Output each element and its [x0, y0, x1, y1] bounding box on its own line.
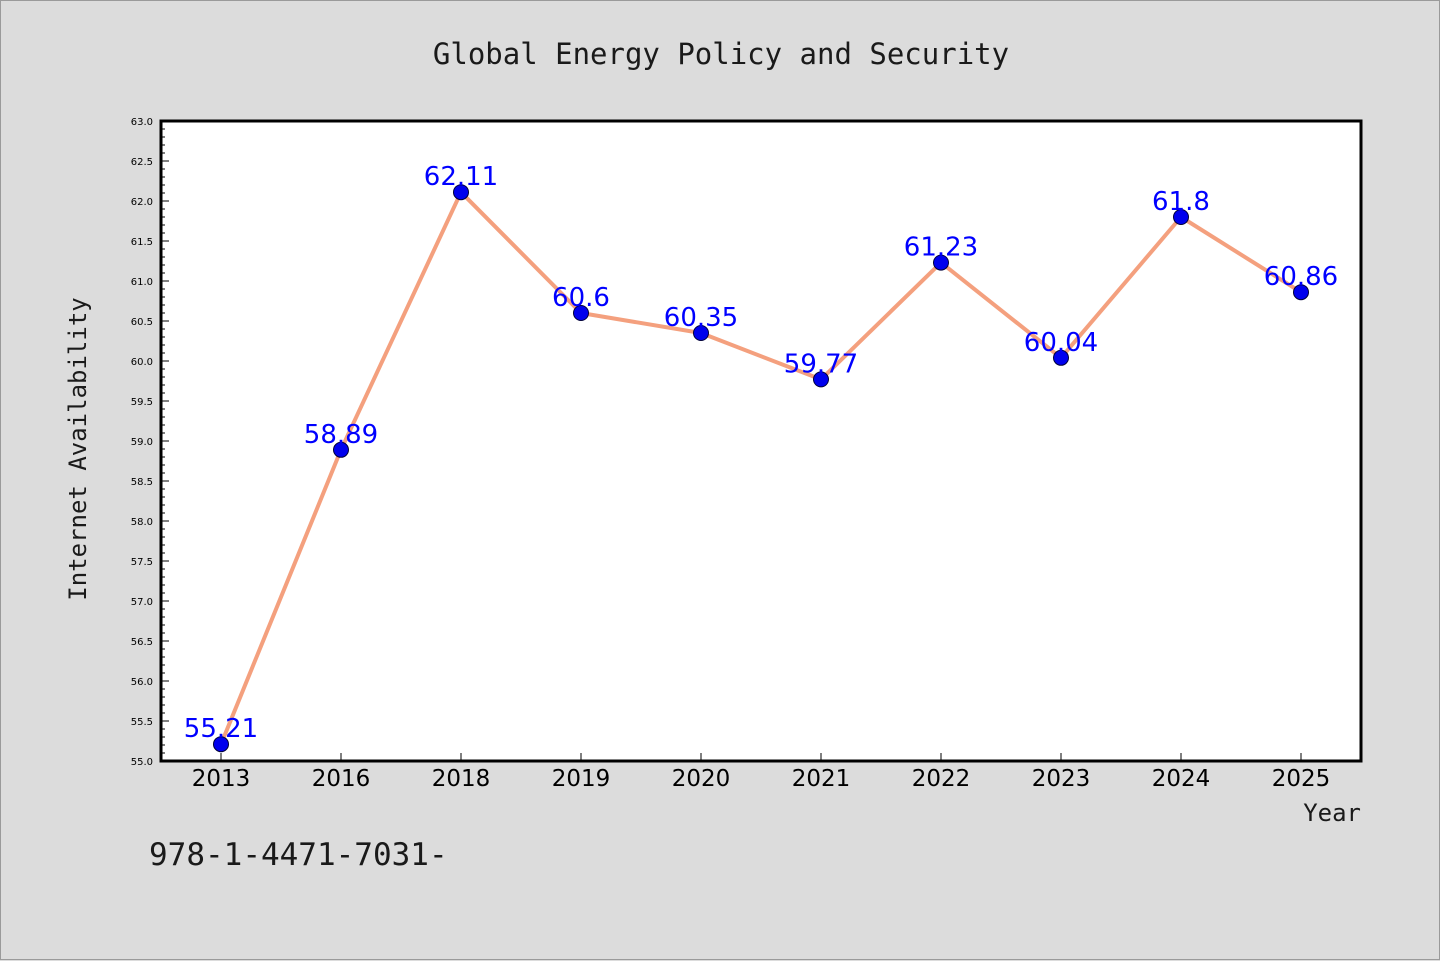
- y-tick-label: 56.0: [131, 677, 153, 688]
- data-point: [333, 441, 349, 458]
- y-tick-label: 60.0: [131, 357, 153, 368]
- data-point: [1173, 209, 1189, 225]
- y-tick-label: 61.5: [131, 237, 153, 248]
- x-tick-label: 2021: [792, 766, 851, 792]
- series-line-group: [213, 184, 1309, 753]
- y-tick-label: 57.5: [131, 557, 153, 568]
- data-label: 60.6: [552, 283, 610, 313]
- data-point: [693, 325, 709, 341]
- y-tick-label: 56.5: [131, 637, 153, 648]
- y-tick-label: 55.0: [131, 757, 153, 768]
- data-label: 58.89: [304, 420, 378, 450]
- x-axis: 2013 2016 2018 2019 2020 2021 2022 2023 2024 2025: [192, 753, 1331, 792]
- x-tick-label: 2018: [432, 766, 491, 792]
- data-label: 60.35: [664, 303, 738, 333]
- data-point: [573, 305, 589, 321]
- data-point: [1293, 284, 1309, 301]
- data-label: 62.11: [424, 162, 498, 192]
- data-point: [453, 184, 469, 201]
- plot-area: [159, 119, 1363, 763]
- x-tick-label: 2013: [192, 766, 251, 792]
- data-label: 55.21: [184, 714, 258, 744]
- data-label: 59.77: [784, 349, 858, 379]
- x-tick-label: 2019: [552, 766, 611, 792]
- data-point: [813, 371, 829, 388]
- y-tick-label: 58.0: [131, 517, 153, 528]
- x-tick-label: 2020: [672, 766, 731, 792]
- x-tick-label: 2025: [1272, 766, 1331, 792]
- data-label: 60.86: [1264, 262, 1338, 292]
- series-line: [219, 190, 1303, 745]
- x-axis-label: Year: [1303, 799, 1361, 827]
- data-point: [933, 254, 949, 271]
- y-tick-label: 60.5: [131, 317, 153, 328]
- y-tick-label: 55.5: [131, 717, 153, 728]
- data-point: [1053, 349, 1069, 366]
- isbn-text: 978-1-4471-7031-: [149, 837, 448, 873]
- data-label: 61.8: [1152, 187, 1210, 217]
- data-label-group: 55.21 58.89 62.11 60.6 60.35 59.77 61.23 60.04 6…: [184, 162, 1338, 744]
- y-tick-label: 62.5: [131, 157, 153, 168]
- data-point: [213, 736, 229, 753]
- y-axis-label: Internet Availability: [64, 297, 92, 600]
- x-tick-label: 2024: [1152, 766, 1211, 792]
- x-tick-label: 2016: [312, 766, 371, 792]
- y-tick-label: 62.0: [131, 197, 153, 208]
- y-tick-label: 63.0: [131, 117, 153, 128]
- y-tick-label: 61.0: [131, 277, 153, 288]
- chart-title: Global Energy Policy and Security: [433, 37, 1009, 71]
- data-label: 60.04: [1024, 328, 1098, 358]
- data-label: 61.23: [904, 233, 978, 263]
- x-tick-label: 2022: [912, 766, 971, 792]
- y-tick-label: 59.5: [131, 397, 153, 408]
- y-axis: 55.0 55.5 56.0 56.5 57.0 57.5 58.0 58.5 59.0 59.5…: [131, 117, 169, 768]
- x-tick-label: 2023: [1032, 766, 1091, 792]
- y-tick-label: 57.0: [131, 597, 153, 608]
- y-tick-label: 58.5: [131, 477, 153, 488]
- y-tick-label: 59.0: [131, 437, 153, 448]
